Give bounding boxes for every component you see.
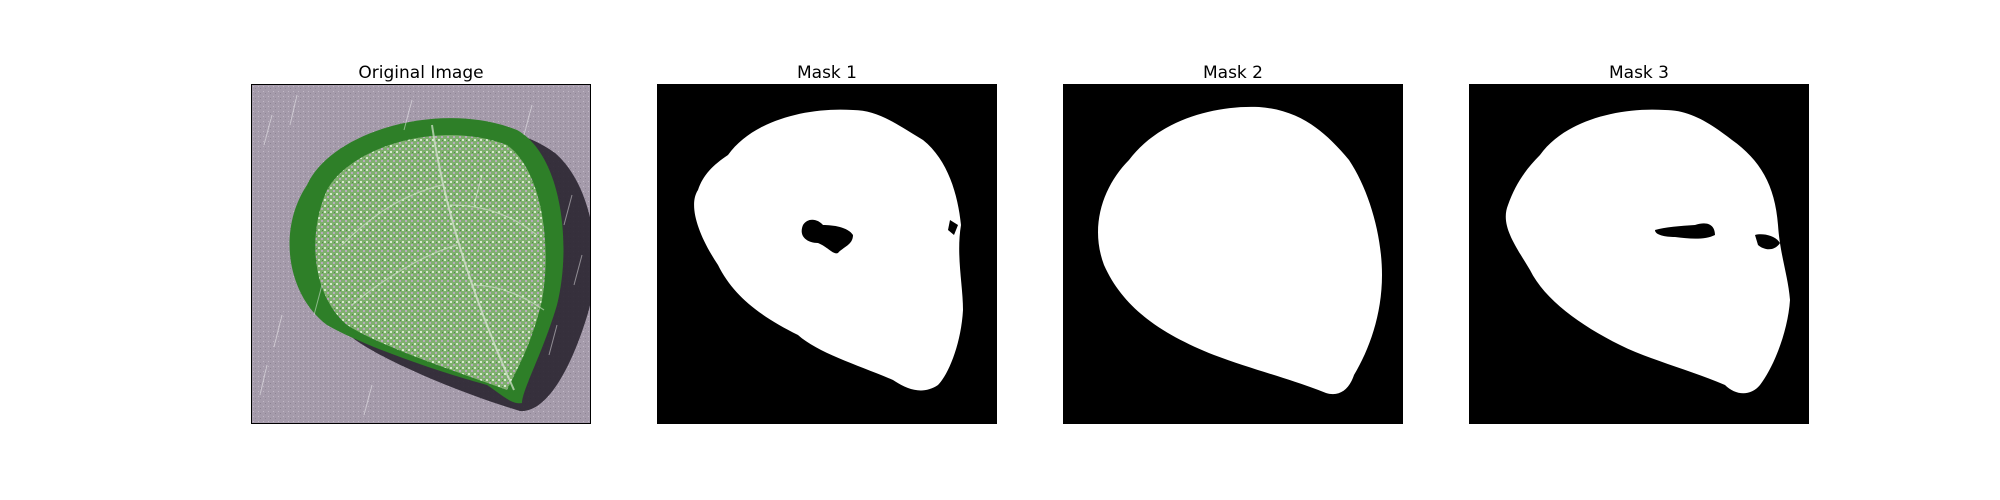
mask-3-image xyxy=(1469,84,1809,424)
mask-2-image xyxy=(1063,84,1403,424)
original-leaf-image xyxy=(251,84,591,424)
mask-3-panel: Mask 3 xyxy=(1469,62,1809,424)
panel-title: Original Image xyxy=(358,63,484,83)
mask-1-panel: Mask 1 xyxy=(657,62,997,424)
panel-title: Mask 2 xyxy=(1202,63,1263,83)
mask-2-panel: Mask 2 xyxy=(1063,62,1403,424)
panel-title: Mask 1 xyxy=(796,63,857,83)
panel-title: Mask 3 xyxy=(1608,63,1669,83)
original-image-panel: Original Image xyxy=(251,62,591,424)
mask-1-image xyxy=(657,84,997,424)
